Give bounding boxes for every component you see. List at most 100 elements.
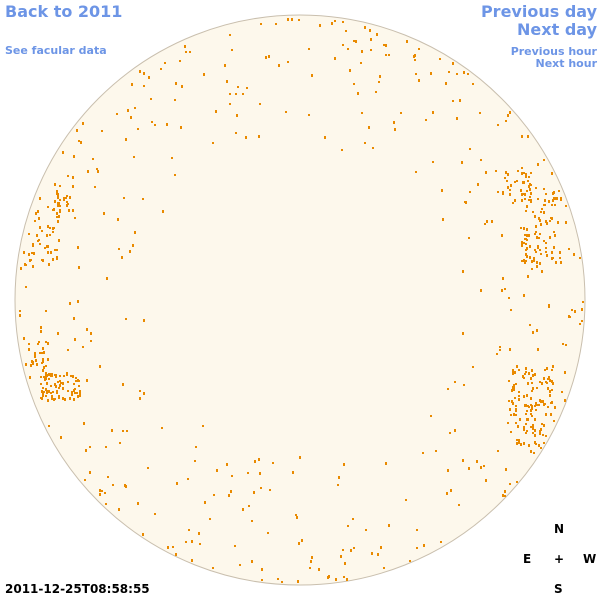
facula — [28, 253, 30, 256]
facula — [540, 223, 542, 226]
facular-link[interactable]: See facular data — [5, 44, 107, 57]
facula — [468, 467, 470, 470]
facula — [379, 75, 381, 78]
facula — [497, 191, 499, 193]
facula — [308, 48, 310, 50]
facula — [541, 382, 543, 385]
facula — [504, 490, 506, 493]
facula — [43, 376, 45, 378]
facula — [552, 365, 554, 368]
facula — [59, 199, 61, 201]
facula — [52, 258, 54, 261]
facula — [104, 492, 106, 494]
facula — [445, 82, 447, 85]
facula — [548, 304, 550, 306]
facula — [96, 168, 98, 170]
facula — [502, 494, 504, 497]
facula — [41, 397, 43, 400]
facula — [516, 481, 518, 483]
facula — [512, 402, 514, 405]
facula — [89, 446, 91, 448]
facula — [544, 199, 546, 202]
facula — [55, 385, 57, 388]
facula — [64, 398, 66, 401]
facula — [78, 266, 80, 269]
facula — [272, 462, 274, 464]
facula — [511, 389, 513, 392]
facula — [526, 410, 528, 412]
facula — [564, 371, 566, 374]
facula — [574, 310, 576, 313]
facula — [242, 93, 244, 95]
facula — [38, 217, 40, 220]
facula — [501, 234, 503, 237]
facula — [139, 70, 141, 73]
facula — [51, 395, 53, 397]
previous-day-link[interactable]: Previous day — [480, 2, 597, 21]
facula — [62, 397, 64, 400]
facula — [334, 20, 336, 22]
facula — [520, 227, 522, 229]
facula — [105, 503, 107, 505]
facula — [215, 110, 217, 113]
facula — [530, 192, 532, 195]
facula — [539, 233, 541, 235]
facula — [126, 430, 128, 432]
facula — [122, 383, 124, 386]
facula — [545, 435, 547, 437]
facula — [42, 395, 44, 397]
facula — [42, 259, 44, 262]
facula — [447, 469, 449, 472]
facula — [511, 400, 513, 403]
facula — [525, 367, 527, 370]
facula — [524, 262, 526, 264]
facula — [99, 365, 101, 368]
facula — [551, 380, 553, 383]
facula — [514, 397, 516, 399]
facula — [430, 72, 432, 75]
facula — [43, 351, 45, 354]
facula — [176, 482, 178, 485]
facula — [267, 532, 269, 534]
facula — [79, 390, 81, 392]
facula — [552, 192, 554, 195]
facula — [516, 365, 518, 368]
previous-hour-link[interactable]: Previous hour — [510, 45, 597, 58]
facula — [521, 167, 523, 169]
facula — [394, 128, 396, 131]
facula — [203, 73, 205, 76]
next-day-link[interactable]: Next day — [517, 20, 597, 39]
facula — [452, 100, 454, 102]
facula — [239, 564, 241, 566]
facula — [45, 395, 47, 397]
back-link[interactable]: Back to 2011 — [5, 2, 123, 21]
facula — [560, 199, 562, 201]
facula — [259, 472, 261, 475]
facula — [521, 241, 523, 244]
facula — [230, 490, 232, 493]
facula — [56, 190, 58, 193]
facula — [43, 366, 45, 369]
facula — [530, 184, 532, 186]
facula — [551, 204, 553, 206]
facula — [111, 429, 113, 432]
facula — [559, 257, 561, 259]
facula — [450, 489, 452, 492]
facula — [526, 228, 528, 231]
facula — [400, 112, 402, 114]
facula — [546, 367, 548, 370]
facula — [46, 391, 48, 394]
facula — [86, 328, 88, 331]
facula — [199, 543, 201, 545]
facula — [535, 409, 537, 411]
facula — [543, 377, 545, 380]
facula — [72, 375, 74, 378]
facula — [181, 85, 183, 88]
facula — [534, 429, 536, 432]
facula — [509, 189, 511, 191]
facula — [45, 375, 47, 377]
facula — [76, 129, 78, 132]
next-hour-link[interactable]: Next hour — [535, 57, 598, 70]
facula — [188, 529, 190, 531]
facula — [57, 381, 59, 383]
